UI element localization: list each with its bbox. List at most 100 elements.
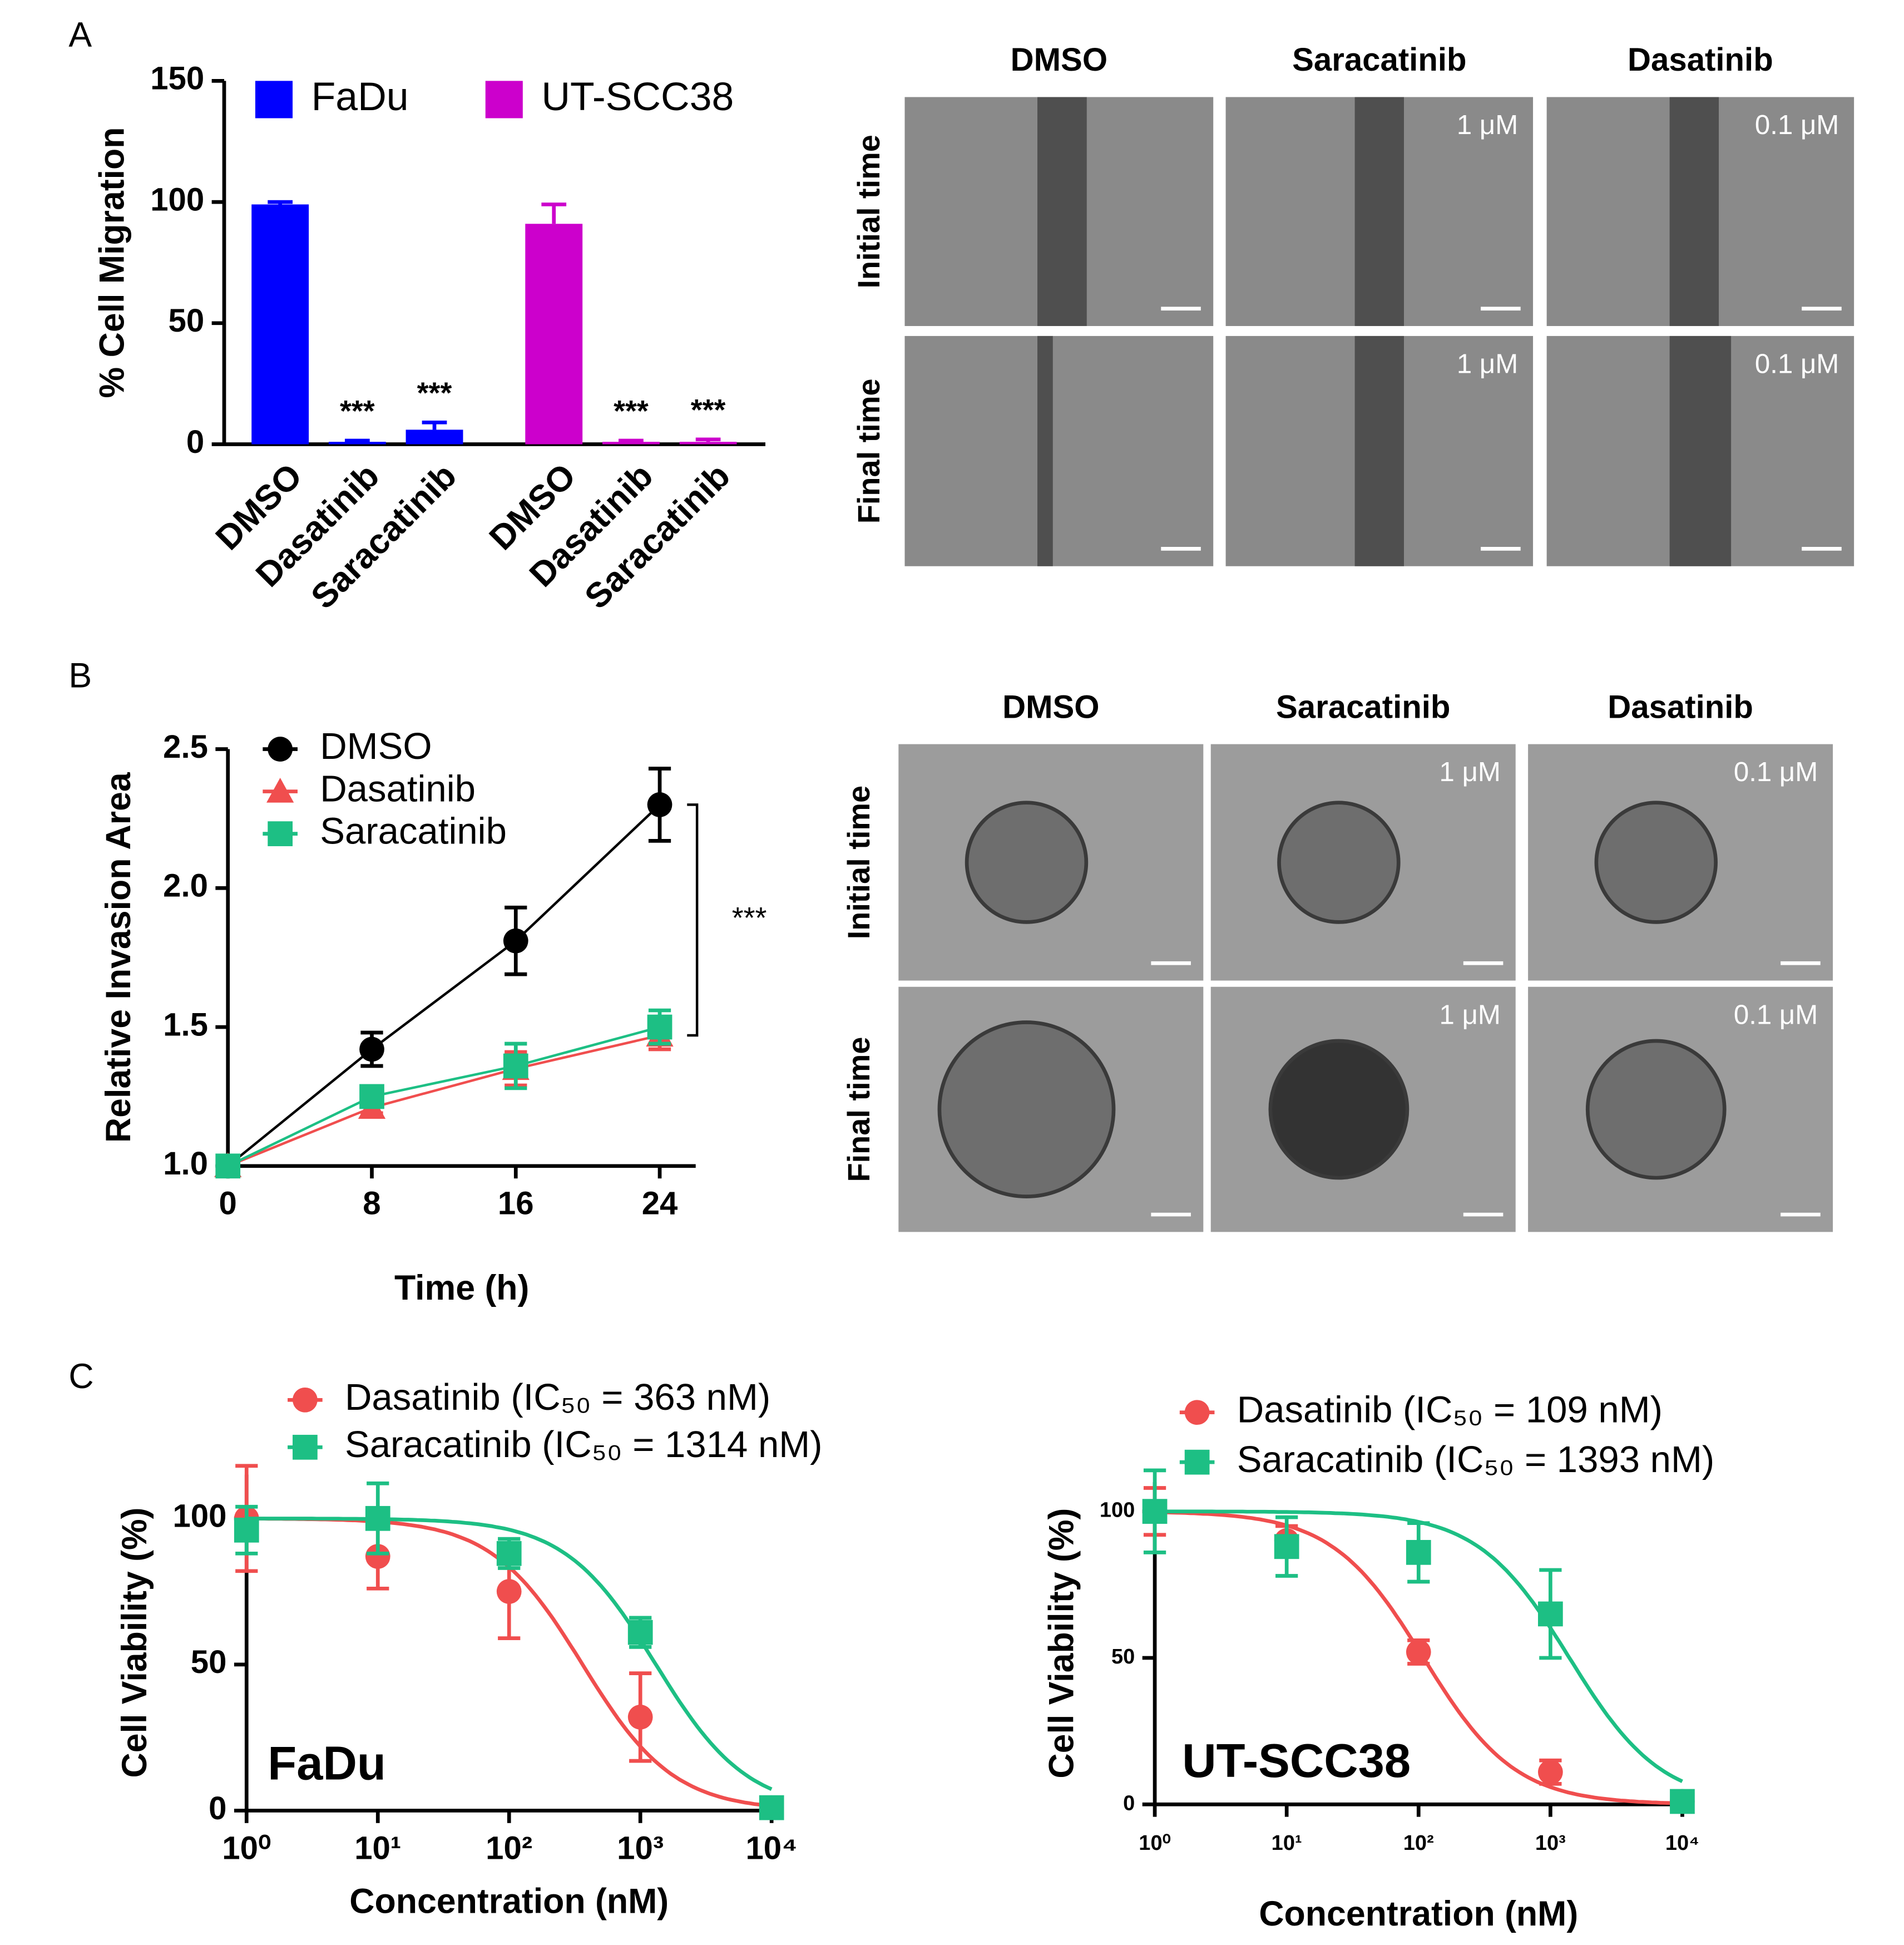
legend-label: Saracatinib (IC₅₀ = 1314 nM): [345, 1424, 823, 1465]
row-label: Final time: [851, 378, 886, 524]
legend-label: FaDu: [311, 75, 409, 119]
legend-marker: [1184, 1449, 1210, 1475]
y-tick-label: 1.0: [163, 1146, 208, 1182]
x-tick-label: 24: [642, 1186, 678, 1222]
y-tick-label: 50: [191, 1644, 227, 1680]
marker: [359, 1036, 384, 1062]
bar: [525, 224, 583, 445]
marker: [359, 1084, 384, 1109]
panel-label: B: [68, 656, 92, 695]
y-tick-label: 150: [150, 61, 204, 97]
marker: [1274, 1534, 1299, 1559]
column-header: DMSO: [1011, 42, 1107, 78]
marker: [759, 1795, 784, 1820]
legend-label: Dasatinib (IC₅₀ = 363 nM): [345, 1376, 770, 1418]
dose-label: 1 μM: [1457, 349, 1518, 379]
error-bar: [695, 437, 721, 442]
dose-label: 0.1 μM: [1734, 999, 1818, 1030]
series-line: [227, 803, 661, 1167]
scratch-gap: [1037, 97, 1087, 327]
marker: [1670, 1789, 1695, 1814]
y-axis-label: Cell Viability (%): [115, 1508, 154, 1778]
legend-marker: [268, 821, 293, 846]
error-bar: [344, 438, 370, 443]
bar: [602, 442, 660, 445]
scratch-gap: [1669, 97, 1719, 327]
row-label: Initial time: [841, 786, 876, 939]
error-bar: [268, 200, 293, 205]
spheroid: [1268, 1039, 1410, 1180]
panel-label: C: [68, 1357, 93, 1396]
legend-marker: [293, 1434, 318, 1460]
significance-label: ***: [417, 376, 452, 409]
legend-label: DMSO: [320, 725, 432, 767]
x-tick-label: 0: [219, 1186, 237, 1222]
row-label: Initial time: [851, 135, 886, 288]
dose-label: 0.1 μM: [1734, 757, 1818, 787]
annotation: FaDu: [268, 1737, 385, 1790]
legend-label: Dasatinib: [320, 768, 476, 809]
marker: [365, 1544, 390, 1569]
annotation: UT-SCC38: [1182, 1735, 1411, 1788]
y-tick-label: 2.5: [163, 729, 208, 765]
x-tick-label: 8: [363, 1186, 380, 1222]
series-line: [227, 1025, 660, 1167]
x-tick-label: 10⁴: [1665, 1832, 1699, 1855]
y-tick-label: 50: [169, 303, 205, 339]
row-label: Final time: [841, 1037, 876, 1182]
x-axis-label: Concentration (nM): [349, 1882, 669, 1921]
legend-swatch: [485, 81, 523, 119]
error-bar: [422, 420, 447, 430]
column-header: Saracatinib: [1276, 689, 1450, 725]
marker: [365, 1505, 390, 1531]
column-header: Dasatinib: [1608, 689, 1753, 725]
bar: [405, 430, 463, 445]
marker: [1142, 1499, 1168, 1524]
y-tick-label: 50: [1111, 1645, 1135, 1668]
x-tick-label: 10⁴: [745, 1830, 797, 1866]
dose-label: 1 μM: [1457, 110, 1518, 140]
x-tick-label: 10¹: [354, 1830, 401, 1866]
panel-label: A: [68, 16, 92, 55]
significance-bracket: [687, 803, 699, 1037]
x-tick-label: 10³: [617, 1830, 664, 1866]
x-tick-label: 10³: [1535, 1832, 1566, 1855]
marker: [503, 928, 528, 954]
y-axis-label: Cell Viability (%): [1042, 1508, 1081, 1779]
x-tick-label: 10⁰: [222, 1830, 271, 1866]
dose-label: 0.1 μM: [1755, 349, 1839, 379]
x-tick-label: 16: [498, 1186, 534, 1222]
scratch-gap: [1354, 335, 1404, 566]
micrograph: [904, 335, 1214, 566]
column-header: Dasatinib: [1628, 42, 1773, 78]
error-bar: [541, 203, 567, 224]
legend-label: Saracatinib: [320, 810, 507, 852]
x-axis-label: Time (h): [394, 1268, 529, 1307]
marker: [1537, 1601, 1563, 1627]
legend-marker: [1184, 1400, 1210, 1425]
series-line: [227, 1034, 660, 1167]
bar: [251, 204, 309, 445]
legend-marker: [268, 737, 293, 762]
bar: [328, 442, 386, 445]
scratch-gap: [1037, 335, 1053, 566]
marker: [1406, 1539, 1431, 1565]
legend-label: Saracatinib (IC₅₀ = 1393 nM): [1237, 1439, 1715, 1480]
y-tick-label: 1.5: [163, 1006, 208, 1043]
annotation: ***: [732, 901, 767, 935]
marker: [234, 1517, 259, 1543]
legend-marker: [293, 1387, 318, 1413]
column-header: DMSO: [1002, 689, 1099, 725]
marker: [496, 1541, 522, 1566]
marker: [627, 1620, 653, 1645]
y-tick-label: 0: [186, 424, 204, 460]
dose-label: 0.1 μM: [1755, 110, 1839, 140]
spheroid: [937, 1020, 1116, 1198]
y-axis-label: % Cell Migration: [93, 127, 132, 398]
spheroid: [1594, 801, 1718, 924]
x-tick-label: 10²: [486, 1830, 532, 1866]
marker: [647, 1014, 672, 1040]
significance-label: ***: [614, 394, 649, 428]
y-tick-label: 100: [172, 1498, 226, 1534]
